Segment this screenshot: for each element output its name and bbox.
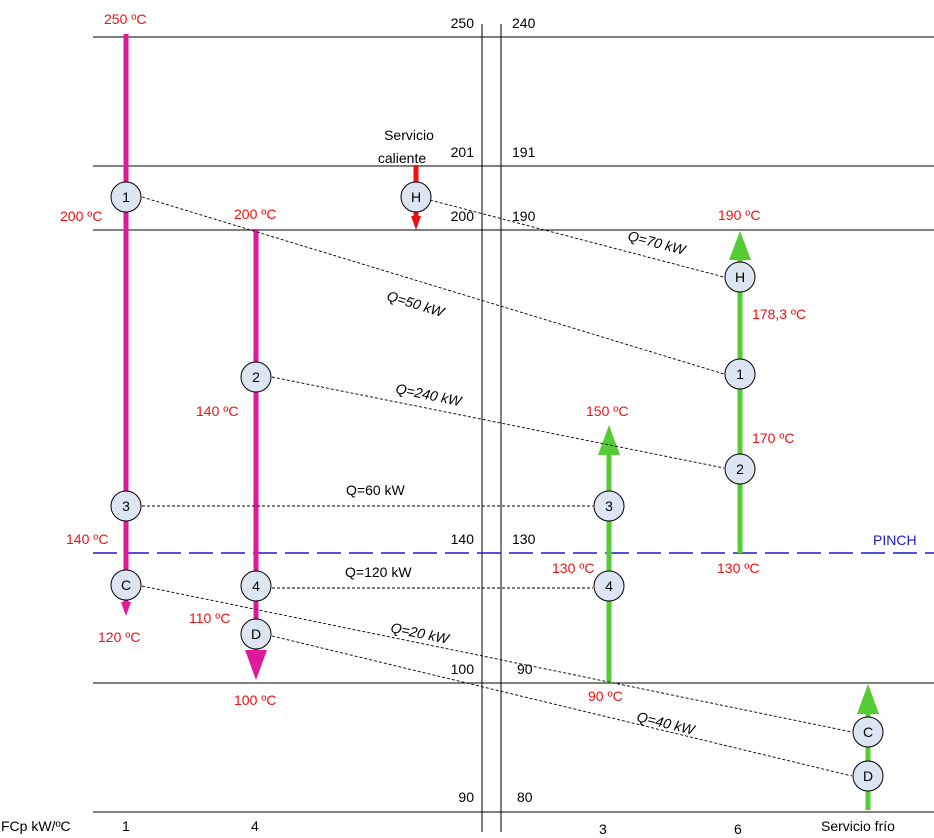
fcp-stream-1: 1 (122, 818, 130, 834)
s4-temp-140: 140 ºC (196, 403, 238, 419)
node-c-left: C (110, 569, 142, 601)
link-c (141, 585, 853, 733)
node-4-left: 4 (240, 570, 272, 602)
heat-load-2: Q=240 kW (394, 380, 464, 409)
node-h-right: H (724, 261, 756, 293)
hot-utility-label: Servicio caliente (378, 127, 434, 166)
node-2-left: 2 (240, 361, 272, 393)
s1-temp-top: 250 ºC (104, 11, 146, 27)
right-temp-240: 240 (512, 15, 536, 31)
hot-stream-1 (121, 34, 131, 616)
node-1-left: 1 (110, 181, 142, 213)
left-temperature-labels: 250 201 200 140 100 90 (451, 15, 475, 805)
node-4-right-label: 4 (605, 578, 613, 594)
s1-temp-140: 140 ºC (66, 531, 108, 547)
fcp-label: FCp kW/ºC (1, 818, 71, 834)
link-d (271, 635, 853, 777)
link-1 (141, 196, 725, 375)
node-1-left-label: 1 (122, 189, 130, 205)
left-temp-100: 100 (451, 661, 475, 677)
node-2-right-label: 2 (736, 461, 744, 477)
hot-stream-4-arrow (245, 650, 267, 680)
node-1-right: 1 (724, 358, 756, 390)
cold-stream-3-arrow (598, 425, 620, 455)
node-d-right-label: D (863, 768, 873, 784)
pinch-label: PINCH (873, 532, 917, 548)
stream-temperature-labels: 250 ºC 200 ºC 140 ºC 120 ºC 200 ºC 140 º… (60, 11, 806, 708)
s4-temp-end: 100 ºC (234, 692, 276, 708)
s4-temp-top: 200 ºC (234, 206, 276, 222)
right-temp-190: 190 (512, 208, 536, 224)
s6-temp-170: 170 ºC (752, 430, 794, 446)
cold-stream-3 (598, 425, 620, 683)
node-4-right: 4 (593, 570, 625, 602)
s1-temp-200: 200 ºC (60, 208, 102, 224)
s3-temp-130: 130 ºC (552, 560, 594, 576)
node-2-left-label: 2 (252, 369, 260, 385)
fcp-stream-4: 4 (251, 818, 259, 834)
node-h-left-label: H (411, 189, 421, 205)
cold-stream-6 (729, 231, 751, 553)
heat-load-d: Q=40 kW (635, 708, 698, 738)
right-temp-80: 80 (517, 789, 533, 805)
left-temp-201: 201 (451, 144, 475, 160)
right-temperature-labels: 240 191 190 130 90 80 (512, 15, 536, 805)
node-h-left: H (400, 181, 432, 213)
right-temp-130: 130 (512, 531, 536, 547)
fcp-row: FCp kW/ºC 1 4 3 6 Servicio frío (1, 818, 895, 837)
cold-utility-label: Servicio frío (821, 818, 895, 834)
left-temp-90: 90 (458, 789, 474, 805)
link-h (429, 199, 725, 278)
left-temp-140: 140 (451, 531, 475, 547)
node-c-right-label: C (863, 724, 873, 740)
node-c-right: C (852, 716, 884, 748)
node-d-right: D (852, 760, 884, 792)
s1-temp-end: 120 ºC (98, 629, 140, 645)
left-temp-250: 250 (451, 15, 475, 31)
interval-lines (93, 36, 934, 813)
heat-load-c: Q=20 kW (389, 619, 452, 647)
hot-utility-label-line1: Servicio (384, 127, 434, 143)
hot-stream-1-arrow (121, 602, 131, 616)
node-c-left-label: C (121, 577, 131, 593)
s6-temp-178: 178,3 ºC (752, 306, 806, 322)
node-3-right-label: 3 (605, 498, 613, 514)
node-d-left-label: D (251, 626, 261, 642)
exchanger-nodes: 1 H 2 3 C 4 D H 1 2 3 4 C D (110, 181, 884, 792)
right-temp-90: 90 (517, 661, 533, 677)
heat-load-4: Q=120 kW (345, 564, 412, 580)
hot-stream-4 (245, 229, 267, 680)
link-2 (271, 376, 725, 469)
node-3-right: 3 (593, 490, 625, 522)
s3-temp-start: 90 ºC (588, 688, 623, 704)
fcp-stream-3: 3 (599, 821, 607, 837)
s6-temp-start: 130 ºC (717, 560, 759, 576)
temperature-scale-separator (481, 24, 502, 832)
node-h-right-label: H (735, 269, 745, 285)
node-d-left: D (240, 618, 272, 650)
s6-temp-top: 190 ºC (718, 207, 760, 223)
heat-load-3: Q=60 kW (346, 482, 406, 498)
node-2-right: 2 (724, 453, 756, 485)
s4-temp-110: 110 ºC (189, 610, 230, 626)
left-temp-200: 200 (451, 208, 475, 224)
s3-temp-top: 150 ºC (586, 403, 628, 419)
hot-utility-label-line2: caliente (378, 150, 426, 166)
hot-utility-arrow (411, 216, 421, 230)
node-1-right-label: 1 (736, 366, 744, 382)
cold-utility-arrow (857, 684, 879, 714)
fcp-stream-6: 6 (734, 821, 742, 837)
cold-stream-6-arrow (729, 231, 751, 260)
right-temp-191: 191 (512, 144, 536, 160)
heat-load-1: Q=50 kW (385, 288, 448, 321)
node-3-left: 3 (110, 490, 142, 522)
exchanger-links (141, 196, 853, 777)
node-4-left-label: 4 (252, 578, 260, 594)
node-3-left-label: 3 (122, 498, 130, 514)
